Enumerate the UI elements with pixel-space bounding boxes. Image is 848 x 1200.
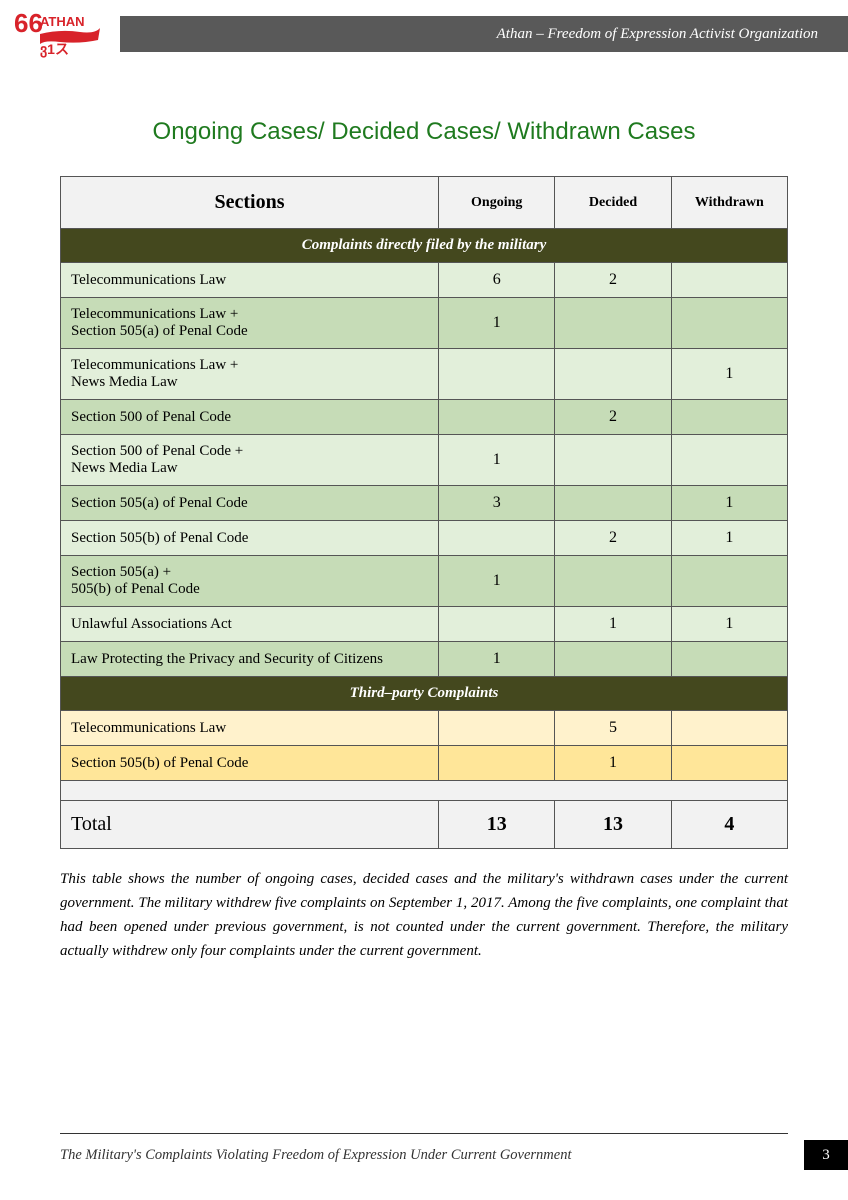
- table-header-row: Sections Ongoing Decided Withdrawn: [61, 177, 788, 229]
- section-thirdparty-header: Third–party Complaints: [61, 677, 788, 711]
- row-decided: [555, 349, 671, 400]
- row-decided: 1: [555, 746, 671, 781]
- row-withdrawn: 1: [671, 486, 787, 521]
- row-decided: 2: [555, 263, 671, 298]
- row-label: Section 505(b) of Penal Code: [61, 521, 439, 556]
- section-military-header: Complaints directly filed by the militar…: [61, 229, 788, 263]
- table-row: Section 505(a) of Penal Code3 1: [61, 486, 788, 521]
- table-row: Section 505(b) of Penal Code 21: [61, 521, 788, 556]
- row-decided: [555, 486, 671, 521]
- row-label: Telecommunications Law: [61, 711, 439, 746]
- row-withdrawn: [671, 400, 787, 435]
- row-decided: [555, 435, 671, 486]
- row-withdrawn: [671, 746, 787, 781]
- row-ongoing: 1: [439, 298, 555, 349]
- total-row: Total 13 13 4: [61, 801, 788, 849]
- row-decided: 2: [555, 521, 671, 556]
- table-caption: This table shows the number of ongoing c…: [60, 867, 788, 963]
- row-ongoing: [439, 400, 555, 435]
- page-title: Ongoing Cases/ Decided Cases/ Withdrawn …: [60, 118, 788, 146]
- header-bar: Athan – Freedom of Expression Activist O…: [120, 16, 848, 52]
- svg-text:66: 66: [14, 8, 43, 38]
- row-label: Telecommunications Law: [61, 263, 439, 298]
- col-sections: Sections: [61, 177, 439, 229]
- row-label: Telecommunications Law + News Media Law: [61, 349, 439, 400]
- row-ongoing: 1: [439, 556, 555, 607]
- row-withdrawn: [671, 711, 787, 746]
- row-decided: 5: [555, 711, 671, 746]
- table-row: Law Protecting the Privacy and Security …: [61, 642, 788, 677]
- row-ongoing: 6: [439, 263, 555, 298]
- table-row: Section 500 of Penal Code 2: [61, 400, 788, 435]
- row-decided: [555, 642, 671, 677]
- svg-text:ვ1ス: ვ1ス: [40, 41, 69, 58]
- row-withdrawn: 1: [671, 607, 787, 642]
- row-ongoing: 1: [439, 642, 555, 677]
- row-label: Section 505(a) of Penal Code: [61, 486, 439, 521]
- table-row: Telecommunications Law62: [61, 263, 788, 298]
- row-withdrawn: [671, 263, 787, 298]
- row-withdrawn: [671, 556, 787, 607]
- table-row: Telecommunications Law + Section 505(a) …: [61, 298, 788, 349]
- table-row: Unlawful Associations Act 11: [61, 607, 788, 642]
- header-org-text: Athan – Freedom of Expression Activist O…: [497, 26, 818, 43]
- row-decided: [555, 556, 671, 607]
- total-withdrawn: 4: [671, 801, 787, 849]
- row-withdrawn: 1: [671, 521, 787, 556]
- row-ongoing: [439, 746, 555, 781]
- footer-text: The Military's Complaints Violating Free…: [60, 1147, 794, 1164]
- page-header: 66 ATHAN ვ1ス Athan – Freedom of Expressi…: [0, 0, 848, 68]
- row-label: Unlawful Associations Act: [61, 607, 439, 642]
- row-ongoing: [439, 607, 555, 642]
- page-content: Ongoing Cases/ Decided Cases/ Withdrawn …: [0, 68, 848, 963]
- table-row: Telecommunications Law 5: [61, 711, 788, 746]
- logo-text: ATHAN: [40, 14, 85, 29]
- page-number: 3: [804, 1140, 848, 1170]
- row-decided: 2: [555, 400, 671, 435]
- row-label: Section 500 of Penal Code + News Media L…: [61, 435, 439, 486]
- footer-divider: [60, 1133, 788, 1134]
- total-label: Total: [61, 801, 439, 849]
- row-ongoing: [439, 711, 555, 746]
- row-decided: 1: [555, 607, 671, 642]
- athan-logo: 66 ATHAN ვ1ス: [0, 0, 120, 68]
- row-ongoing: 3: [439, 486, 555, 521]
- page-footer: The Military's Complaints Violating Free…: [0, 1133, 848, 1170]
- col-ongoing: Ongoing: [439, 177, 555, 229]
- total-ongoing: 13: [439, 801, 555, 849]
- row-ongoing: [439, 521, 555, 556]
- row-label: Section 505(b) of Penal Code: [61, 746, 439, 781]
- row-withdrawn: [671, 642, 787, 677]
- table-row: Section 505(a) + 505(b) of Penal Code1: [61, 556, 788, 607]
- row-withdrawn: [671, 435, 787, 486]
- table-row: Section 505(b) of Penal Code 1: [61, 746, 788, 781]
- table-row: Telecommunications Law + News Media Law 1: [61, 349, 788, 400]
- col-decided: Decided: [555, 177, 671, 229]
- col-withdrawn: Withdrawn: [671, 177, 787, 229]
- row-ongoing: 1: [439, 435, 555, 486]
- cases-table: Sections Ongoing Decided Withdrawn Compl…: [60, 176, 788, 849]
- row-ongoing: [439, 349, 555, 400]
- total-decided: 13: [555, 801, 671, 849]
- table-row: Section 500 of Penal Code + News Media L…: [61, 435, 788, 486]
- row-withdrawn: [671, 298, 787, 349]
- row-decided: [555, 298, 671, 349]
- row-label: Law Protecting the Privacy and Security …: [61, 642, 439, 677]
- row-label: Section 505(a) + 505(b) of Penal Code: [61, 556, 439, 607]
- row-withdrawn: 1: [671, 349, 787, 400]
- row-label: Telecommunications Law + Section 505(a) …: [61, 298, 439, 349]
- blank-row: [61, 781, 788, 801]
- row-label: Section 500 of Penal Code: [61, 400, 439, 435]
